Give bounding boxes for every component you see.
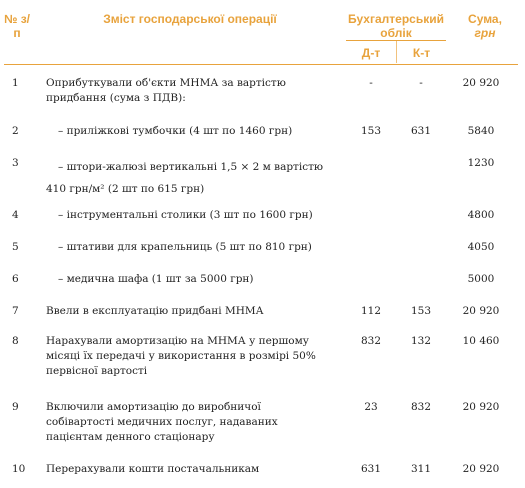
row-description: – штативи для крапельниць (5 шт по 810 г… bbox=[58, 241, 312, 253]
row-debit: 832 bbox=[360, 335, 382, 347]
row-number: 6 bbox=[12, 273, 19, 285]
row-number: 2 bbox=[12, 125, 19, 137]
header-debit-label: Д-т bbox=[361, 46, 381, 60]
row-credit: 631 bbox=[410, 125, 432, 137]
row-number: 5 bbox=[12, 241, 19, 253]
row-number: 4 bbox=[12, 209, 19, 221]
row-sum: 1230 bbox=[467, 157, 495, 169]
header-credit: К-т bbox=[397, 46, 446, 60]
header-num-label: № з/п bbox=[4, 12, 31, 40]
row-credit: - bbox=[419, 77, 423, 89]
row-credit: 311 bbox=[410, 463, 432, 475]
header-sum-label: Сума, bbox=[468, 12, 502, 26]
row-sum: 4050 bbox=[467, 241, 495, 253]
header-credit-label: К-т bbox=[412, 46, 431, 60]
row-credit: 132 bbox=[410, 335, 432, 347]
row-debit: 153 bbox=[360, 125, 382, 137]
row-credit: 153 bbox=[410, 305, 432, 317]
header-accounting-label: Бухгалтерський облік bbox=[348, 12, 444, 40]
header-accounting-divider bbox=[346, 40, 446, 41]
row-sum: 20 920 bbox=[462, 463, 500, 475]
row-number: 8 bbox=[12, 335, 19, 347]
header-content: Зміст господарської операції bbox=[40, 12, 340, 26]
row-description: Включили амортизацію до виробничої собів… bbox=[46, 401, 278, 443]
row-debit: 23 bbox=[364, 401, 378, 413]
header-bottom-rule bbox=[4, 64, 518, 65]
row-description: – штори-жалюзі вертикальні 1,5 × 2 м вар… bbox=[46, 161, 324, 195]
row-sum: 20 920 bbox=[462, 401, 500, 413]
row-debit: - bbox=[369, 77, 373, 89]
row-description: Оприбуткували об'єкти МНМА за вартістю п… bbox=[46, 77, 286, 104]
header-sum-unit: грн bbox=[474, 26, 496, 40]
row-number: 3 bbox=[12, 157, 19, 169]
row-debit: 112 bbox=[360, 305, 382, 317]
header-content-label: Зміст господарської операції bbox=[103, 12, 277, 26]
header-debit-credit-divider bbox=[396, 41, 397, 63]
header-accounting: Бухгалтерський облік bbox=[346, 12, 446, 40]
row-number: 7 bbox=[12, 305, 19, 317]
header-sum: Сума, грн bbox=[452, 12, 518, 40]
row-sum: 10 460 bbox=[462, 335, 500, 347]
row-description: – інструментальні столики (3 шт по 1600 … bbox=[58, 209, 313, 221]
header-num: № з/п bbox=[4, 12, 30, 40]
row-sum: 4800 bbox=[467, 209, 495, 221]
row-description: Перерахували кошти постачальникам bbox=[46, 463, 260, 475]
row-description: Нарахували амортизацію на МНМА у першому… bbox=[46, 335, 316, 377]
row-debit: 631 bbox=[360, 463, 382, 475]
row-sum: 5840 bbox=[467, 125, 495, 137]
row-sum: 20 920 bbox=[462, 305, 500, 317]
row-number: 9 bbox=[12, 401, 19, 413]
row-description: – приліжкові тумбочки (4 шт по 1460 грн) bbox=[58, 125, 293, 137]
row-sum: 20 920 bbox=[462, 77, 500, 89]
row-description: Ввели в експлуатацію придбані МНМА bbox=[46, 305, 264, 317]
row-sum: 5000 bbox=[467, 273, 495, 285]
row-number: 1 bbox=[12, 77, 19, 89]
row-number: 10 bbox=[12, 463, 26, 475]
row-credit: 832 bbox=[410, 401, 432, 413]
row-description: – медична шафа (1 шт за 5000 грн) bbox=[58, 273, 254, 285]
header-debit: Д-т bbox=[346, 46, 396, 60]
